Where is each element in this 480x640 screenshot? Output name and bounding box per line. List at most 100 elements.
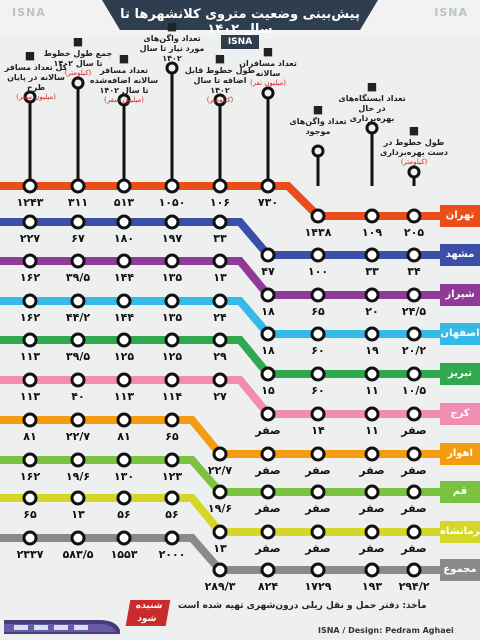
column-label: تعداد مسافر سالانه اضافه‌شده تا سال ۱۴۰۲… [88,66,160,105]
station-marker [164,452,180,468]
station-marker [260,446,276,462]
station-value: ۳۹/۵ [65,271,91,284]
station-marker [164,253,180,269]
header-bar: ISNA ISNA پیش‌بینی وضعیت متروی کلانشهرها… [0,0,480,38]
column-label-text: طول خطوط در دست بهره‌برداری [380,138,448,157]
column-unit: (میلیون سفر) [103,96,144,104]
station-value: ۱۹/۶ [65,470,91,483]
station-marker [116,490,132,506]
city-label: مشهد [440,244,480,266]
column-stem-cap [213,93,227,107]
station-value: ۲۰۵ [403,226,425,239]
station-marker [212,484,228,500]
station-value: ۱۳۰ [113,470,135,483]
station-marker [406,208,422,224]
station-value: ۱۷۲۹ [304,580,332,593]
station-marker [310,287,326,303]
station-value: صفر [359,502,385,515]
station-marker [310,562,326,578]
station-value: ۷۳۰ [257,196,279,209]
station-marker [310,366,326,382]
city-label: قم [440,481,480,503]
city-label: تهران [440,205,480,227]
station-value: ۲۲/۷ [207,464,233,477]
station-value: صفر [255,464,281,477]
station-marker [310,524,326,540]
station-value: ۱۲۴۳ [16,196,44,209]
watermark-right: ISNA [434,6,468,19]
column-label: کل تعداد مسافر سالانه در پایان طرح (میلیو… [0,63,72,102]
station-value: ۱۰۵۰ [158,196,186,209]
station-value: صفر [255,424,281,437]
station-value: صفر [255,502,281,515]
station-marker [364,287,380,303]
station-value: ۳۹/۵ [65,350,91,363]
station-marker [70,214,86,230]
station-value: ۱۲۳ [161,470,183,483]
station-value: ۴۰ [71,390,85,403]
source-note: مأخذ: دفتر حمل و نقل ریلی درون‌شهری تهیه… [178,601,427,611]
station-value: ۱۴۳۸ [304,226,332,239]
station-value: ۲۷ [213,390,227,403]
station-marker [22,178,38,194]
column-label-text: کل تعداد مسافر سالانه در پایان طرح [4,63,68,92]
station-marker [260,326,276,342]
column-label: تعداد واگن‌های موجود [282,117,354,137]
city-label: کرج [440,403,480,425]
station-value: صفر [305,502,331,515]
station-value: ۶۵ [311,305,325,318]
station-value: صفر [305,464,331,477]
station-value: ۵۶ [165,508,179,521]
page-title: پیش‌بینی وضعیت متروی کلانشهرها تا سال ۱۴… [120,7,360,37]
station-marker [164,490,180,506]
city-label: اهواز [440,443,480,465]
station-marker [164,293,180,309]
station-marker [116,452,132,468]
city-label: شیراز [440,284,480,306]
column-unit: (کیلومتر) [400,158,428,166]
station-marker [212,253,228,269]
train-icon [4,620,120,634]
metro-line [0,494,440,536]
station-marker [260,484,276,500]
station-marker [22,214,38,230]
column-stem-cap [117,93,131,107]
station-marker [260,406,276,422]
station-value: ۱۳ [213,542,227,555]
station-value: ۲۴ [213,311,227,324]
station-marker [364,366,380,382]
column-label-text: تعداد ایستگاه‌های در حال بهره‌برداری [338,94,406,123]
station-marker [22,530,38,546]
metro-line [0,534,440,574]
station-marker [212,446,228,462]
station-value: ۱۸۰ [113,232,135,245]
station-value: صفر [401,464,427,477]
column-label: تعداد واگن‌های مورد نیاز تا سال ۱۴۰۲ [136,34,208,64]
station-marker [364,484,380,500]
station-marker [70,253,86,269]
column-label: تعداد مسافران سالانه (میلیون نفر) [232,59,304,88]
station-value: ۸۱ [23,430,37,443]
station-value: ۳۳ [213,232,227,245]
column-label-text: تعداد واگن‌های مورد نیاز تا سال ۱۴۰۲ [139,34,205,63]
metro-line [0,456,440,496]
station-marker [406,446,422,462]
column-stem-cap [365,121,379,135]
station-marker [22,372,38,388]
station-value: ۱۱ [365,384,379,397]
city-label: تبریز [440,363,480,385]
station-marker [212,293,228,309]
train-front-icon: ■ [166,20,178,33]
station-value: ۶۵ [23,508,37,521]
station-value: ۶۰ [311,384,325,397]
station-value: ۱۴ [311,424,325,437]
station-value: ۱۶۲ [19,271,41,284]
station-marker [164,178,180,194]
column-label: طول خطوط در دست بهره‌برداری (کیلومتر) [378,138,450,167]
station-value: ۶۰ [311,344,325,357]
metro-car-icon: ■ [312,103,324,116]
station-value: ۱۰۰ [307,265,329,278]
station-marker [406,484,422,500]
station-marker [22,253,38,269]
